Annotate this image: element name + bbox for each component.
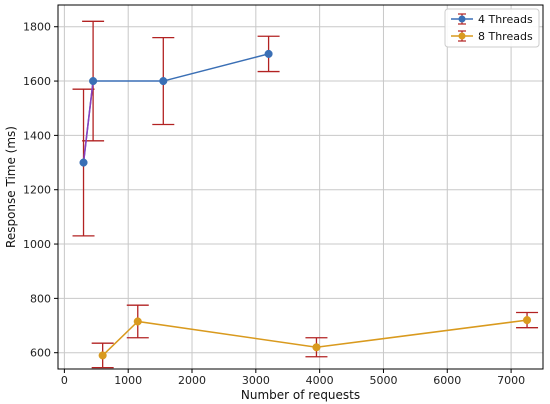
y-tick-label: 600 (30, 347, 51, 360)
error-bars (72, 20, 539, 369)
x-axis-label: Number of requests (241, 388, 360, 402)
data-point (79, 158, 88, 167)
data-point (98, 351, 107, 360)
data-point (89, 77, 98, 86)
legend-label: 8 Threads (478, 30, 533, 43)
legend: 4 Threads 8 Threads (444, 8, 540, 48)
x-tick-label: 0 (61, 374, 68, 387)
y-tick-label: 1800 (23, 21, 51, 34)
series-segment (82, 80, 94, 163)
legend-label: 4 Threads (478, 13, 533, 26)
data-point (159, 77, 168, 86)
y-tick-label: 1600 (23, 75, 51, 88)
x-tick-label: 5000 (369, 374, 397, 387)
legend-marker (458, 15, 466, 23)
y-tick-label: 1200 (23, 184, 51, 197)
y-tick-label: 1000 (23, 238, 51, 251)
series-line (82, 53, 269, 163)
x-tick-label: 7000 (497, 374, 525, 387)
plot-frame (57, 4, 544, 370)
legend-marker (458, 32, 466, 40)
x-tick-label: 6000 (433, 374, 461, 387)
x-tick-label: 3000 (242, 374, 270, 387)
data-point (264, 49, 273, 58)
data-point (312, 343, 321, 352)
series-line (102, 319, 528, 356)
x-tick-label: 1000 (114, 374, 142, 387)
data-point (133, 317, 142, 326)
y-tick-label: 1400 (23, 129, 51, 142)
y-tick-label: 800 (30, 292, 51, 305)
grid (58, 5, 543, 369)
series (79, 49, 532, 360)
x-tick-label: 4000 (306, 374, 334, 387)
y-axis-label: Response Time (ms) (4, 126, 18, 248)
x-tick-label: 2000 (178, 374, 206, 387)
data-point (522, 316, 532, 325)
axes: 0 1000 2000 3000 4000 5000 6000 7000 600 800 1000 1… (23, 4, 544, 387)
